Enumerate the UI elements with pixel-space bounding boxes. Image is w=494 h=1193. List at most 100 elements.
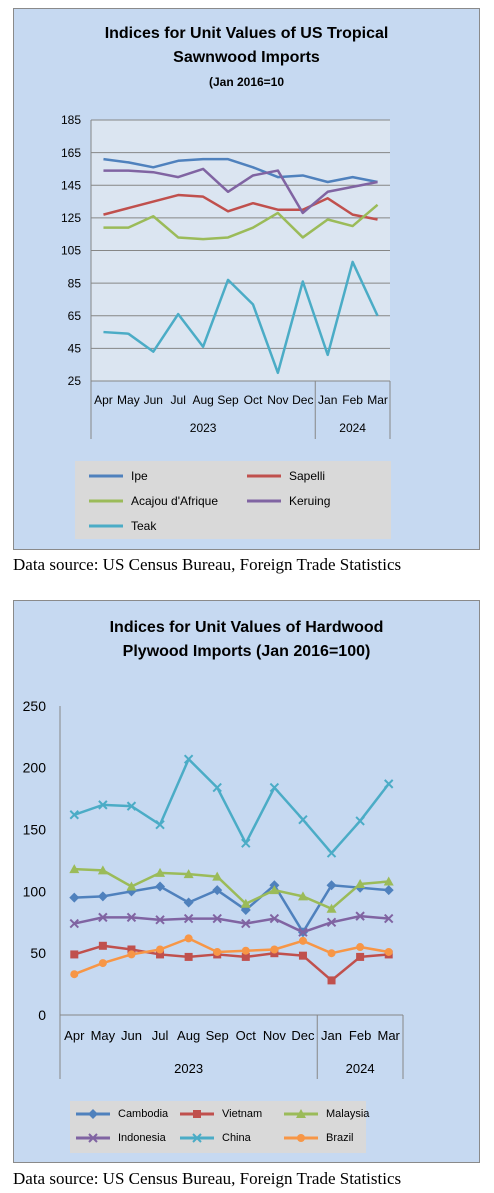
data-point — [326, 880, 337, 891]
x-tick-label: Jan — [321, 1028, 342, 1043]
data-point — [298, 815, 308, 825]
legend-marker — [296, 1109, 306, 1118]
x-tick-label: Mar — [367, 393, 388, 407]
y-tick-label: 105 — [61, 244, 81, 258]
data-point — [69, 864, 80, 874]
sawnwood-line-chart: 25 45 65 85 105 125 145 165 185 Apr May Jun Jul Aug Se… — [61, 113, 391, 439]
y-tick-label: 65 — [68, 309, 82, 323]
data-point — [155, 819, 165, 830]
data-point — [184, 934, 193, 943]
data-point — [355, 816, 365, 826]
legend-swatch — [89, 499, 123, 503]
sawnwood-chart-panel: Indices for Unit Values of US Tropical S… — [13, 8, 480, 550]
y-tick-label: 45 — [68, 342, 82, 356]
x-tick-label: Oct — [244, 393, 263, 407]
legend-label: Indonesia — [118, 1132, 166, 1144]
series-line-ipe — [103, 157, 378, 184]
data-point — [297, 891, 308, 901]
legend-label: Sapelli — [289, 469, 326, 483]
plywood-chart-panel: Indices for Unit Values of Hardwood Plyw… — [13, 600, 480, 1163]
y-tick-label: 100 — [23, 883, 47, 899]
data-source-caption: Data source: US Census Bureau, Foreign T… — [13, 1169, 402, 1188]
data-point — [183, 869, 194, 879]
legend-swatch — [89, 524, 123, 528]
y-tick-label: 0 — [38, 1007, 46, 1023]
y-tick-label: 150 — [23, 822, 47, 838]
series-line-acajou-d-afrique — [103, 203, 379, 241]
legend-label: Keruing — [289, 494, 331, 508]
x-tick-label: May — [117, 393, 140, 407]
legend-label: China — [222, 1132, 251, 1144]
data-point — [69, 810, 79, 820]
data-point — [241, 838, 251, 848]
data-point — [384, 913, 394, 924]
x-tick-label: Oct — [236, 1028, 257, 1043]
plywood-line-chart: 0 50 100 150 200 250 Apr May Jun Jul Aug Sep Oct Nov D… — [23, 698, 404, 1079]
x-tick-label: Jul — [152, 1028, 169, 1043]
year-group-label: 2024 — [346, 1061, 375, 1076]
data-point — [98, 912, 108, 923]
legend-label: Teak — [131, 519, 157, 533]
series-line-cambodia — [74, 883, 389, 934]
legend-label: Brazil — [326, 1132, 354, 1144]
data-point — [298, 927, 308, 937]
series-line-malaysia — [74, 867, 389, 910]
data-point — [69, 918, 79, 929]
series-line-vietnam — [73, 944, 389, 982]
x-tick-label: Dec — [291, 1028, 315, 1043]
data-point — [240, 898, 251, 908]
y-tick-label: 250 — [23, 698, 47, 714]
x-tick-label: Mar — [378, 1028, 401, 1043]
data-point — [326, 917, 337, 928]
data-point — [70, 970, 79, 979]
chart-title-line2: Plywood Imports (Jan 2016=100) — [122, 643, 371, 660]
data-point — [269, 782, 280, 793]
chart-title-line2: Sawnwood Imports — [173, 49, 320, 66]
series-line-sapelli — [103, 193, 378, 221]
legend-label: Acajou d'Afrique — [131, 494, 219, 508]
chart-subtitle: (Jan 2016=10 — [208, 75, 285, 89]
data-point — [355, 878, 366, 888]
legend-swatch — [89, 474, 123, 478]
data-point — [183, 754, 194, 764]
data-point — [383, 885, 394, 896]
legend-marker — [192, 1133, 202, 1143]
y-tick-label: 50 — [30, 945, 46, 961]
data-point — [155, 867, 166, 877]
x-tick-label: Aug — [177, 1028, 200, 1043]
year-group-label: 2023 — [174, 1061, 203, 1076]
data-point — [183, 897, 194, 908]
data-point — [383, 876, 394, 886]
data-point — [269, 885, 280, 895]
data-point — [356, 943, 365, 952]
data-point — [241, 952, 250, 961]
data-point — [356, 952, 365, 961]
data-point — [213, 947, 222, 956]
x-tick-label: Jul — [171, 393, 186, 407]
data-point — [98, 800, 108, 810]
legend-swatch — [284, 1109, 318, 1118]
legend-swatch — [247, 474, 281, 478]
legend-swatch — [76, 1109, 110, 1119]
data-point — [355, 911, 365, 921]
data-point — [155, 881, 166, 892]
data-point — [98, 959, 107, 968]
x-tick-label: May — [91, 1028, 116, 1043]
data-point — [126, 881, 137, 891]
data-point — [126, 912, 137, 923]
x-tick-label: Jan — [318, 393, 337, 407]
data-point — [183, 913, 194, 924]
data-point — [384, 779, 394, 789]
data-point — [127, 950, 136, 959]
y-tick-label: 125 — [61, 211, 81, 225]
data-point — [269, 913, 280, 924]
y-tick-label: 85 — [68, 276, 82, 290]
y-tick-label: 145 — [61, 178, 81, 192]
data-point — [241, 918, 251, 929]
x-tick-label: Feb — [349, 1028, 371, 1043]
data-point — [326, 848, 337, 858]
data-point — [155, 915, 165, 925]
data-point — [298, 951, 307, 960]
data-point — [270, 945, 279, 954]
data-point — [298, 936, 307, 945]
